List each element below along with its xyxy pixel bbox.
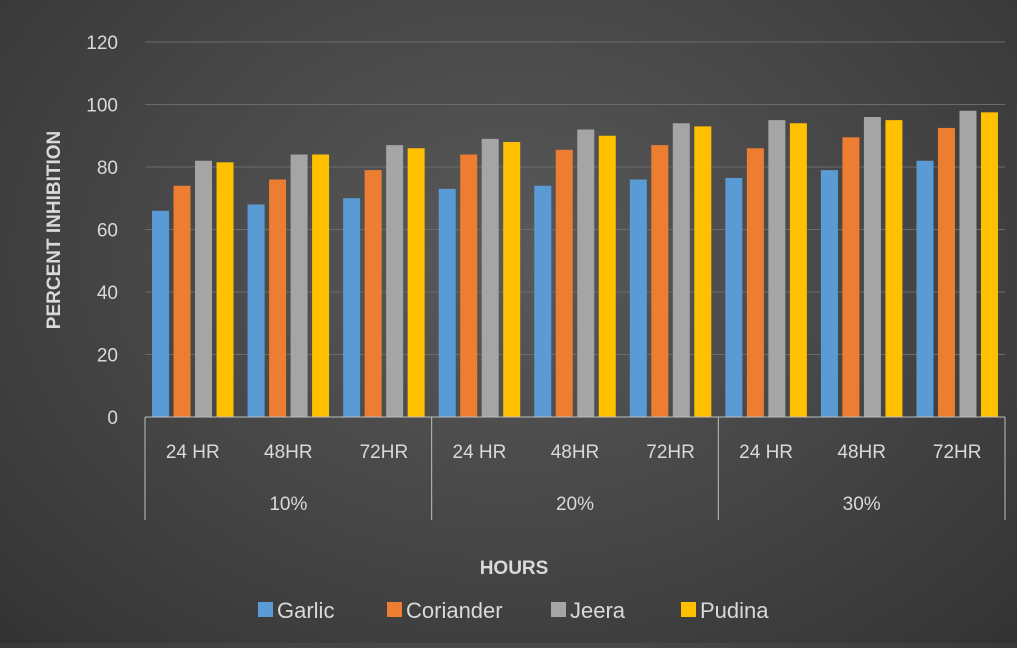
legend-swatch-garlic — [258, 602, 273, 617]
bar-jeera — [577, 129, 595, 417]
x-group-label: 30% — [843, 494, 881, 515]
x-tick-label: 24 HR — [166, 442, 220, 463]
bar-garlic — [247, 204, 265, 417]
bar-garlic — [438, 188, 456, 417]
legend: Garlic Coriander Jeera Pudina — [258, 598, 769, 623]
x-tick-label: 48HR — [264, 442, 313, 463]
y-axis-ticks: 0 20 40 60 80 100 120 — [86, 33, 118, 429]
legend-label-coriander: Coriander — [406, 598, 503, 623]
y-tick-label: 60 — [97, 221, 118, 242]
bar-coriander — [746, 148, 764, 417]
bar-pudina — [980, 112, 998, 417]
bar-coriander — [173, 185, 191, 417]
bar-coriander — [842, 137, 860, 417]
bar-jeera — [195, 160, 213, 417]
bar-jeera — [863, 117, 881, 417]
bar-jeera — [672, 123, 690, 417]
bar-coriander — [937, 127, 955, 417]
y-axis-title: PERCENT INHIBITION — [44, 131, 65, 329]
x-tick-label: 72HR — [646, 442, 695, 463]
legend-swatch-pudina — [681, 602, 696, 617]
y-tick-label: 80 — [97, 158, 118, 179]
bar-jeera — [768, 120, 786, 417]
legend-swatch-jeera — [551, 602, 566, 617]
legend-label-pudina: Pudina — [700, 598, 769, 623]
bar-pudina — [407, 148, 425, 417]
x-tick-label: 24 HR — [453, 442, 507, 463]
bar-coriander — [364, 170, 382, 417]
y-tick-label: 100 — [86, 96, 118, 117]
bar-jeera — [290, 154, 308, 417]
legend-label-garlic: Garlic — [277, 598, 334, 623]
x-tick-label: 48HR — [837, 442, 886, 463]
bar-jeera — [386, 145, 404, 417]
legend-swatch-coriander — [387, 602, 402, 617]
bar-garlic — [152, 210, 170, 417]
bars — [152, 110, 998, 417]
bar-garlic — [725, 177, 743, 417]
bar-garlic — [916, 160, 934, 417]
category-axis: 24 HR 48HR 72HR 24 HR 48HR 72HR 24 HR 48HR 72HR 1… — [144, 416, 1006, 520]
x-tick-label: 24 HR — [739, 442, 793, 463]
x-group-label: 20% — [556, 494, 594, 515]
bar-pudina — [312, 154, 330, 417]
bar-pudina — [789, 123, 807, 417]
bar-pudina — [694, 126, 712, 417]
bar-garlic — [629, 179, 647, 417]
bar-coriander — [555, 149, 573, 417]
bar-pudina — [216, 162, 234, 417]
bar-coriander — [651, 145, 669, 417]
bar-garlic — [820, 170, 838, 417]
y-tick-label: 20 — [97, 346, 118, 367]
bar-garlic — [534, 185, 552, 417]
y-tick-label: 40 — [97, 283, 118, 304]
y-tick-label: 0 — [107, 408, 118, 429]
bar-pudina — [503, 142, 521, 417]
bar-garlic — [343, 198, 361, 417]
y-tick-label: 120 — [86, 33, 118, 54]
bar-coriander — [460, 154, 478, 417]
bar-jeera — [481, 138, 499, 417]
x-tick-label: 48HR — [551, 442, 600, 463]
x-tick-label: 72HR — [933, 442, 982, 463]
legend-label-jeera: Jeera — [570, 598, 626, 623]
bar-jeera — [959, 110, 977, 417]
bar-pudina — [598, 135, 616, 417]
bar-pudina — [885, 120, 903, 417]
x-group-label: 10% — [269, 494, 307, 515]
x-tick-label: 72HR — [360, 442, 409, 463]
x-axis-title: HOURS — [480, 558, 549, 579]
bar-coriander — [269, 179, 287, 417]
gridlines — [145, 41, 1005, 355]
